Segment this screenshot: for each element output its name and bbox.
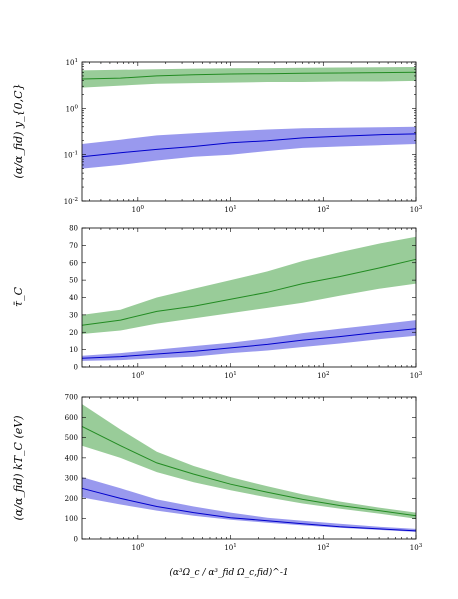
y-tick-label: 10-2: [64, 197, 78, 206]
x-tick-label: 103: [410, 543, 423, 552]
y-tick-label: 400: [65, 454, 78, 462]
panel-3: 100 101 102 103 0 100 200 300 400 500 600 700 (α/α_f…: [12, 394, 423, 579]
x-tick-label: 102: [317, 371, 329, 380]
y-tick-label: 0: [74, 536, 78, 544]
x-tick-label: 103: [410, 205, 423, 214]
median-line-1: [81, 425, 417, 517]
x-tick-label: 101: [224, 543, 236, 552]
x-tick-label: 100: [132, 205, 145, 214]
y-tick-label: 200: [65, 495, 78, 503]
y-tick-label: 50: [69, 277, 78, 285]
y-tick-label: 700: [65, 394, 78, 402]
panel-2: 100 101 102 103 0 10 20 30 40 50 60 70 80 τ̄_C: [12, 225, 423, 381]
x-axis-label: (α³Ω_c / α³_fid Ω_c,fid)^-1: [169, 567, 288, 578]
y-axis-label: τ̄_C: [12, 286, 25, 307]
y-tick-label: 30: [69, 311, 78, 319]
y-tick-label: 10-1: [64, 151, 78, 160]
median-line-1: [81, 71, 417, 80]
median-line-2: [81, 487, 417, 532]
y-tick-label: 40: [69, 294, 78, 302]
x-tick-label: 101: [224, 205, 236, 214]
confidence-band-1: [82, 67, 416, 88]
panel-1: 100 101 102 103 10-2 10-1 100 101 (α/α_fid) y_{0…: [12, 58, 423, 214]
y-tick-label: 101: [66, 58, 78, 67]
confidence-band-2: [82, 126, 416, 169]
x-tick-label: 102: [317, 543, 329, 552]
x-tick-label: 102: [317, 205, 329, 214]
median-line-2: [81, 328, 417, 359]
y-tick-label: 70: [69, 242, 78, 250]
confidence-band-1: [82, 236, 416, 334]
y-tick-label: 500: [65, 434, 78, 442]
plot-frame: [81, 61, 417, 202]
plot-frame: [81, 396, 417, 540]
y-tick-label: 300: [65, 475, 78, 483]
y-tick-label: 0: [74, 364, 78, 372]
y-tick-label: 80: [69, 225, 78, 233]
x-tick-label: 100: [132, 543, 145, 552]
y-tick-label: 60: [69, 259, 78, 267]
y-tick-label: 600: [65, 414, 78, 422]
y-tick-label: 100: [66, 104, 79, 113]
y-tick-label: 20: [69, 329, 78, 337]
median-line-1: [81, 258, 417, 326]
y-tick-label: 10: [69, 346, 78, 354]
y-tick-label: 100: [65, 515, 78, 523]
y-axis-label: (α/α_fid) y_{0,C}: [12, 83, 25, 178]
confidence-band-2: [82, 320, 416, 361]
median-line-2: [81, 133, 417, 158]
x-tick-label: 103: [410, 371, 423, 380]
confidence-band-1: [82, 404, 416, 519]
x-tick-label: 101: [224, 371, 236, 380]
y-axis-label: (α/α_fid) kT_C (eV): [12, 416, 25, 521]
x-tick-label: 100: [132, 371, 145, 380]
